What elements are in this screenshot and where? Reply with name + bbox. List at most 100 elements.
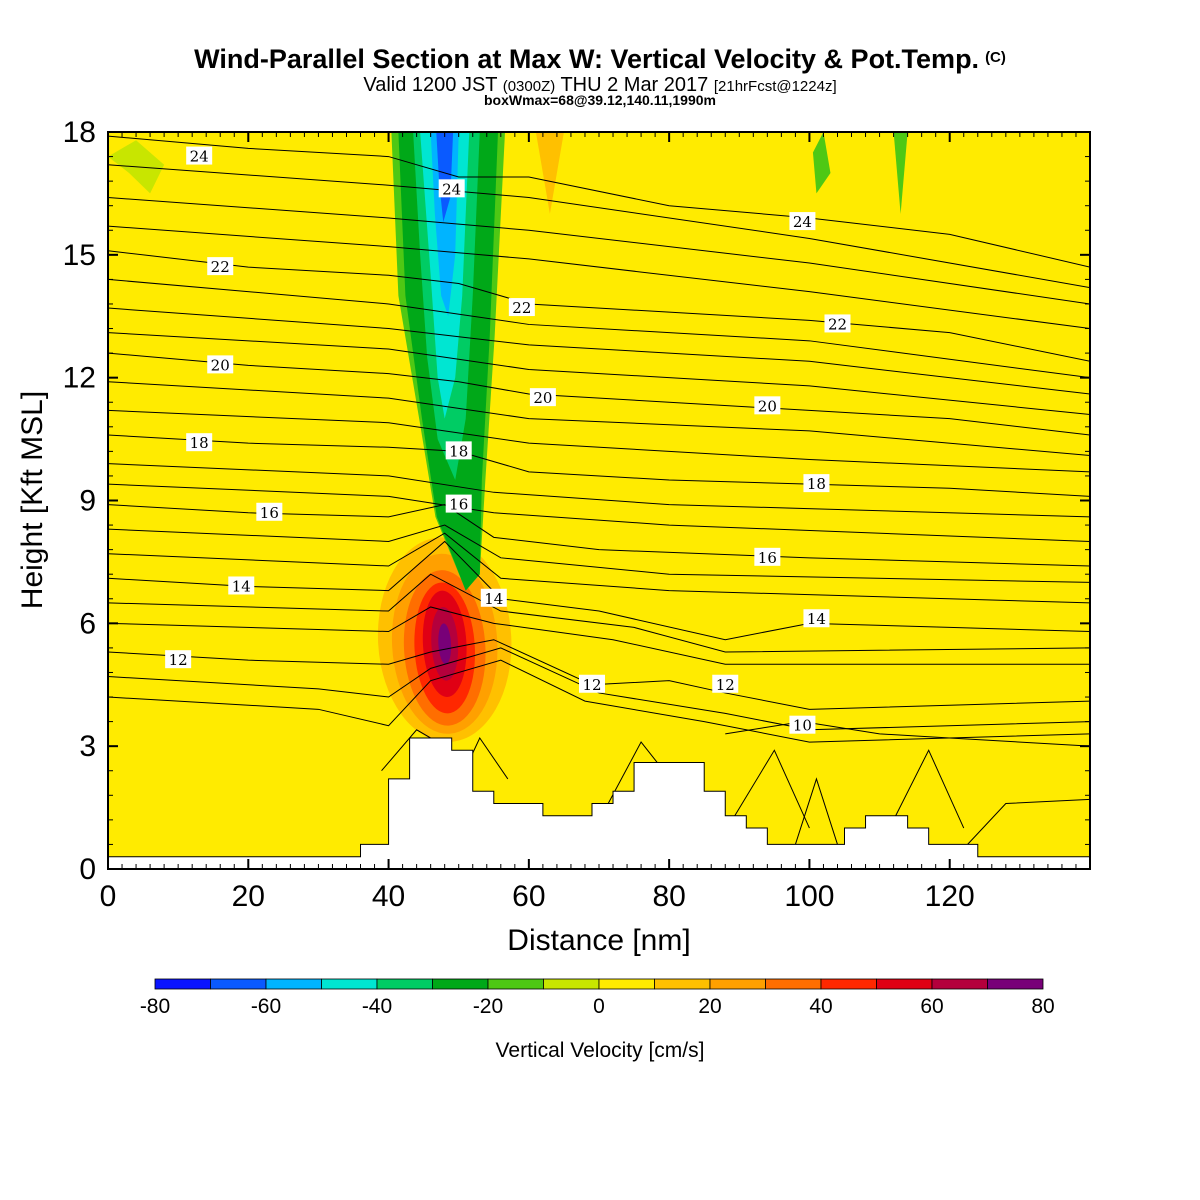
theta-label-text: 22 <box>828 315 847 333</box>
colorbar-swatch <box>321 978 378 990</box>
colorbar-swatch <box>432 978 489 990</box>
theta-label-20: 20 <box>529 388 556 407</box>
theta-label-box <box>480 588 507 607</box>
theta-label-text: 16 <box>758 549 777 567</box>
theta-label-12: 12 <box>578 674 605 694</box>
theta-label-box <box>789 212 816 231</box>
x-tick-label: 20 <box>232 880 265 913</box>
colorbar-swatch <box>987 978 1044 990</box>
colorbar-swatch <box>598 978 655 990</box>
colorbar-tick-label: -40 <box>362 995 392 1018</box>
w-pos-lower-left <box>255 815 326 853</box>
theta-label-box <box>228 576 255 595</box>
theta-label-text: 22 <box>512 299 531 317</box>
colorbar-swatch <box>931 978 988 990</box>
axes: 0 20 40 60 80 100 120 0 3 6 9 12 15 18 <box>63 116 1090 913</box>
theta-label-14: 14 <box>480 588 507 608</box>
theta-label-16: 16 <box>754 547 781 567</box>
theta-label-text: 16 <box>449 496 468 514</box>
x-tick-label: 40 <box>372 880 405 913</box>
theta-label-text: 20 <box>211 356 230 374</box>
theta-label-box <box>803 609 830 628</box>
x-tick-label: 100 <box>784 880 834 913</box>
w-pos-upper-mid <box>493 132 656 448</box>
w-pos-upper-band <box>697 132 726 255</box>
theta-label-18: 18 <box>445 441 472 460</box>
w-neg-upper-right-2 <box>893 132 908 214</box>
theta-label-box <box>186 433 213 452</box>
theta-label-20: 20 <box>207 355 234 374</box>
theta-label-24: 24 <box>789 212 816 231</box>
theta-label-box <box>207 355 234 374</box>
theta-label-20: 20 <box>754 396 781 415</box>
theta-label-box <box>754 547 781 566</box>
w-pos-lower-right <box>837 705 936 816</box>
theta-label-text: 14 <box>807 610 826 628</box>
y-tick-label: 18 <box>63 116 96 149</box>
theta-line-18 <box>108 434 1090 497</box>
theta-label-14: 14 <box>228 576 255 595</box>
theta-label-24: 24 <box>438 179 465 198</box>
colorbar-swatch <box>765 978 822 990</box>
w-orange-top <box>535 132 564 214</box>
theta-label-text: 16 <box>260 504 279 522</box>
theta-line-20 <box>108 352 1090 436</box>
y-tick-label: 9 <box>79 485 96 518</box>
colorbar-swatch <box>154 978 211 990</box>
colorbar-tick-label: -80 <box>140 995 170 1018</box>
theta-label-box <box>529 388 556 407</box>
theta-label-box <box>712 674 739 693</box>
w-downdraft-60 <box>436 132 454 223</box>
theta-label-box <box>754 396 781 415</box>
w-pos-lower-right-2 <box>1005 742 1090 857</box>
colorbar-swatch <box>876 978 933 990</box>
chart-subtitle: Valid 1200 JST (0300Z) THU 2 Mar 2017 [2… <box>363 74 837 96</box>
theta-label-box <box>445 441 472 460</box>
w-pos-upper-left <box>108 132 410 497</box>
w-neg-upper-right <box>812 132 831 194</box>
theta-label-box <box>824 314 851 333</box>
w-pos-lower-mid <box>528 668 628 804</box>
theta-label-text: 10 <box>793 717 812 735</box>
theta-label-text: 12 <box>716 676 735 694</box>
colorbar-swatch <box>543 978 600 990</box>
theta-label-text: 14 <box>484 590 503 608</box>
colorbar-tick-label: -20 <box>473 995 503 1018</box>
colorbar-tick-label: -60 <box>251 995 281 1018</box>
theta-line <box>108 606 1090 665</box>
theta-line <box>108 524 1090 583</box>
w-pos-mid-left <box>234 496 431 575</box>
colorbar-label: Vertical Velocity [cm/s] <box>496 1039 705 1062</box>
theta-label-22: 22 <box>207 257 234 276</box>
colorbar: -80 -60 -40 -20 0 20 40 60 80 <box>140 978 1055 1018</box>
w-updraft-75 <box>438 623 452 665</box>
theta-line <box>108 659 1090 743</box>
theta-label-16: 16 <box>256 502 283 522</box>
theta-label-18: 18 <box>803 474 830 493</box>
colorbar-swatch <box>376 978 433 990</box>
theta-line-10 <box>725 721 1090 747</box>
theta-line <box>108 164 1090 289</box>
theta-label-box <box>207 257 234 276</box>
theta-line <box>108 197 1090 305</box>
theta-label-16: 16 <box>445 494 472 514</box>
colorbar-tick-label: 0 <box>593 995 605 1018</box>
colorbar-swatch <box>709 978 766 990</box>
colorbar-swatch <box>654 978 711 990</box>
y-tick-label: 3 <box>79 730 96 763</box>
theta-label-box <box>803 474 830 493</box>
theta-line <box>108 381 1090 456</box>
x-tick-label: 60 <box>512 880 545 913</box>
theta-label-text: 18 <box>449 442 468 460</box>
theta-line <box>108 409 1090 473</box>
theta-line-24 <box>108 135 1090 268</box>
theta-line <box>108 463 1090 518</box>
y-tick-label: 6 <box>79 607 96 640</box>
theta-label-box <box>186 146 213 165</box>
theta-label-text: 22 <box>211 258 230 276</box>
theta-label-12: 12 <box>165 650 192 669</box>
theta-label-text: 12 <box>169 651 188 669</box>
theta-line <box>108 483 1090 542</box>
theta-label-text: 24 <box>190 148 209 166</box>
theta-label-text: 18 <box>190 434 209 452</box>
